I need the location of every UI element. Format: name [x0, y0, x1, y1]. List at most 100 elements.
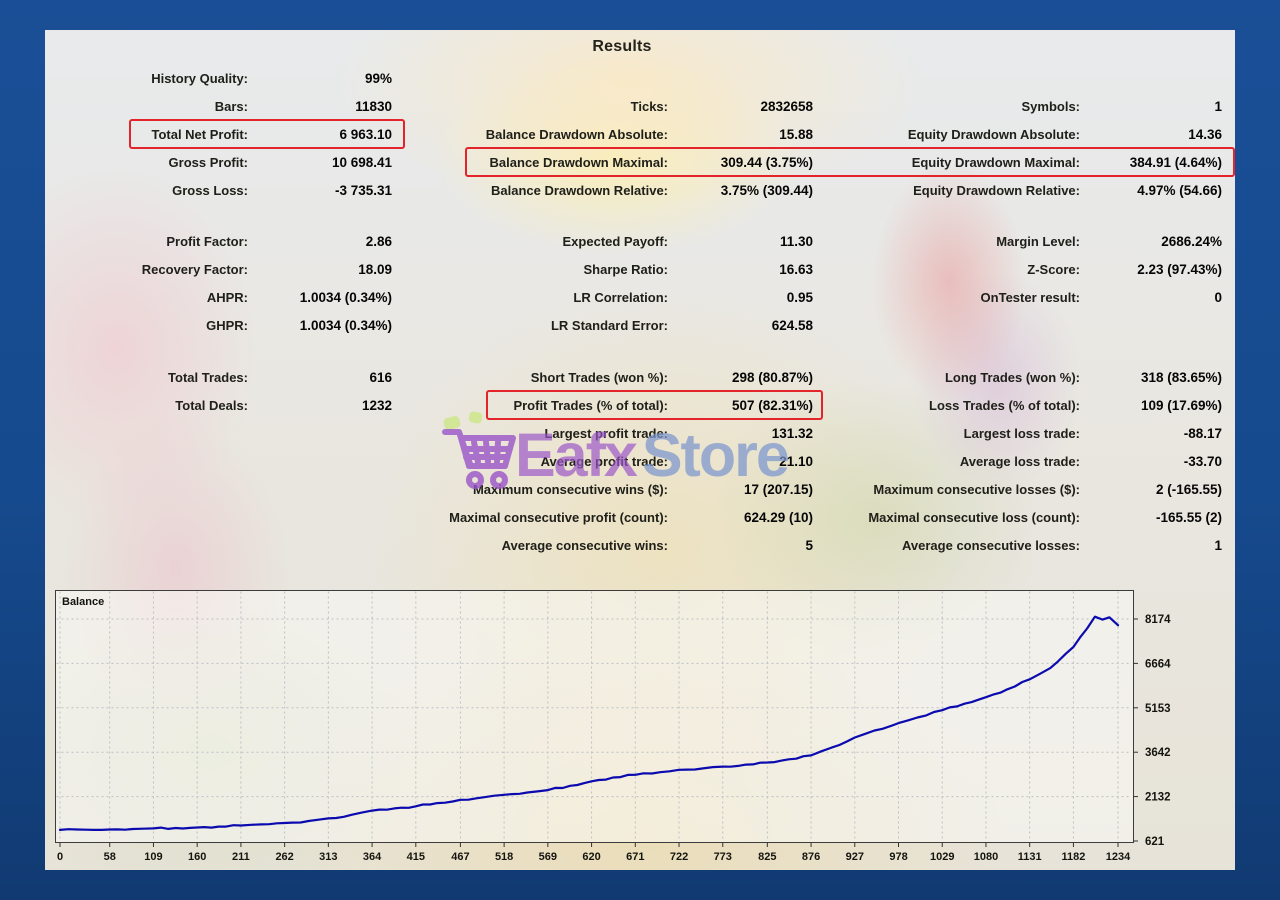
- stat-label: Maximum consecutive losses ($):: [873, 481, 1080, 497]
- svg-text:262: 262: [275, 851, 293, 863]
- svg-text:8174: 8174: [1145, 614, 1171, 626]
- svg-text:2132: 2132: [1145, 792, 1171, 804]
- stat-row-ghpr: GHPR: 1.0034 (0.34%): [60, 311, 392, 339]
- stat-label: Largest profit trade:: [544, 425, 668, 441]
- stat-row-equity-dd-maximal: Equity Drawdown Maximal: 384.91 (4.64%): [835, 148, 1222, 176]
- stat-value: 616: [369, 369, 392, 385]
- stat-value: -33.70: [1183, 453, 1222, 469]
- stat-value: -88.17: [1183, 425, 1222, 441]
- stat-value: 16.63: [779, 261, 813, 277]
- stat-label: Symbols:: [1021, 98, 1080, 114]
- stat-value: 17 (207.15): [743, 481, 813, 497]
- stat-value: 384.91 (4.64%): [1129, 154, 1222, 170]
- stat-row-total-net-profit: Total Net Profit: 6 963.10: [60, 120, 392, 148]
- stat-row-recovery-factor: Recovery Factor: 18.09: [60, 255, 392, 283]
- svg-text:569: 569: [539, 851, 557, 863]
- stat-row-maximal-consecutive-loss: Maximal consecutive loss (count): -165.55…: [835, 503, 1222, 531]
- stat-row-balance-dd-maximal: Balance Drawdown Maximal: 309.44 (3.75%): [420, 148, 813, 176]
- svg-text:927: 927: [846, 851, 864, 863]
- stat-row-profit-factor: Profit Factor: 2.86: [60, 227, 392, 255]
- stat-label: Maximum consecutive wins ($):: [472, 481, 668, 497]
- stat-value: -165.55 (2): [1155, 509, 1222, 525]
- svg-text:621: 621: [1145, 836, 1165, 848]
- stat-value: 298 (80.87%): [731, 369, 813, 385]
- stat-label: Equity Drawdown Maximal:: [911, 154, 1080, 170]
- stat-value: 0: [1214, 289, 1222, 305]
- stat-label: Margin Level:: [996, 233, 1080, 249]
- stat-row-max-consecutive-losses: Maximum consecutive losses ($): 2 (-165.5…: [835, 475, 1222, 503]
- balance-chart-container: Balance 0 58 109 160 211 262 313 364 415 467 518 56…: [55, 590, 1225, 870]
- stat-row-equity-dd-relative: Equity Drawdown Relative: 4.97% (54.66): [835, 176, 1222, 204]
- stat-row-profit-trades: Profit Trades (% of total): 507 (82.31%): [420, 391, 813, 419]
- svg-text:773: 773: [714, 851, 732, 863]
- stat-value: 624.29 (10): [743, 509, 813, 525]
- stats-column-middle: Ticks: 2832658 Balance Drawdown Absolute:…: [420, 30, 813, 590]
- svg-text:825: 825: [758, 851, 776, 863]
- stat-row-symbols: Symbols: 1: [835, 92, 1222, 120]
- stat-value: 2686.24%: [1161, 233, 1222, 249]
- stat-label: Recovery Factor:: [141, 261, 248, 277]
- page-title: Results: [592, 38, 652, 55]
- stat-value: 1232: [361, 397, 392, 413]
- stat-row-long-trades: Long Trades (won %): 318 (83.65%): [835, 363, 1222, 391]
- stat-value: 11830: [355, 98, 392, 114]
- stat-row-gross-loss: Gross Loss: -3 735.31: [60, 176, 392, 204]
- stat-value: 1: [1214, 537, 1222, 553]
- stat-label: Bars:: [214, 98, 248, 114]
- stat-value: 3.75% (309.44): [720, 182, 813, 198]
- stat-label: Average consecutive losses:: [902, 537, 1080, 553]
- stat-label: Average profit trade:: [540, 453, 668, 469]
- stat-label: Average loss trade:: [959, 453, 1080, 469]
- stat-value: -3 735.31: [334, 182, 392, 198]
- stat-value: 2 (-165.55): [1155, 481, 1222, 497]
- svg-text:722: 722: [670, 851, 688, 863]
- svg-text:1029: 1029: [930, 851, 954, 863]
- stat-value: 21.10: [779, 453, 813, 469]
- stat-value: 624.58: [771, 317, 813, 333]
- stat-label: History Quality:: [151, 70, 248, 86]
- stat-value: 1.0034 (0.34%): [299, 317, 392, 333]
- stat-row-total-trades: Total Trades: 616: [60, 363, 392, 391]
- stat-label: Gross Loss:: [172, 182, 248, 198]
- svg-text:876: 876: [802, 851, 820, 863]
- svg-text:5153: 5153: [1145, 703, 1171, 715]
- stat-row-expected-payoff: Expected Payoff: 11.30: [420, 227, 813, 255]
- stat-label: Profit Trades (% of total):: [513, 397, 668, 413]
- svg-text:415: 415: [407, 851, 425, 863]
- stat-value: 15.88: [779, 126, 813, 142]
- svg-text:620: 620: [582, 851, 600, 863]
- stat-label: Maximal consecutive profit (count):: [449, 509, 668, 525]
- stat-row-z-score: Z-Score: 2.23 (97.43%): [835, 255, 1222, 283]
- stats-column-left: History Quality: 99% Bars: 11830 Total Net…: [60, 30, 392, 590]
- stat-label: Balance Drawdown Absolute:: [485, 126, 668, 142]
- stat-label: Gross Profit:: [168, 154, 248, 170]
- stat-row-bars: Bars: 11830: [60, 92, 392, 120]
- stat-row-average-profit-trade: Average profit trade: 21.10: [420, 447, 813, 475]
- svg-text:313: 313: [319, 851, 337, 863]
- stat-label: LR Standard Error:: [550, 317, 668, 333]
- svg-text:109: 109: [144, 851, 162, 863]
- stat-value: 2.86: [365, 233, 392, 249]
- stat-row-average-loss-trade: Average loss trade: -33.70: [835, 447, 1222, 475]
- stat-row-short-trades: Short Trades (won %): 298 (80.87%): [420, 363, 813, 391]
- stat-label: AHPR:: [206, 289, 248, 305]
- stat-value: 2832658: [760, 98, 813, 114]
- stat-label: Ticks:: [630, 98, 668, 114]
- stat-value: 131.32: [771, 425, 813, 441]
- svg-text:467: 467: [451, 851, 469, 863]
- stat-label: Maximal consecutive loss (count):: [868, 509, 1080, 525]
- stat-label: Largest loss trade:: [963, 425, 1080, 441]
- stat-row-average-consecutive-losses: Average consecutive losses: 1: [835, 531, 1222, 559]
- svg-text:58: 58: [104, 851, 116, 863]
- svg-text:0: 0: [57, 851, 63, 863]
- chart-series-label: Balance: [62, 596, 105, 608]
- stat-value: 10 698.41: [331, 154, 392, 170]
- stat-label: Equity Drawdown Relative:: [913, 182, 1080, 198]
- stat-label: Long Trades (won %):: [944, 369, 1080, 385]
- stat-value: 507 (82.31%): [731, 397, 813, 413]
- stat-label: Balance Drawdown Maximal:: [489, 154, 668, 170]
- svg-text:3642: 3642: [1145, 747, 1171, 759]
- stat-label: Profit Factor:: [166, 233, 248, 249]
- svg-text:160: 160: [188, 851, 206, 863]
- stat-row-balance-dd-absolute: Balance Drawdown Absolute: 15.88: [420, 120, 813, 148]
